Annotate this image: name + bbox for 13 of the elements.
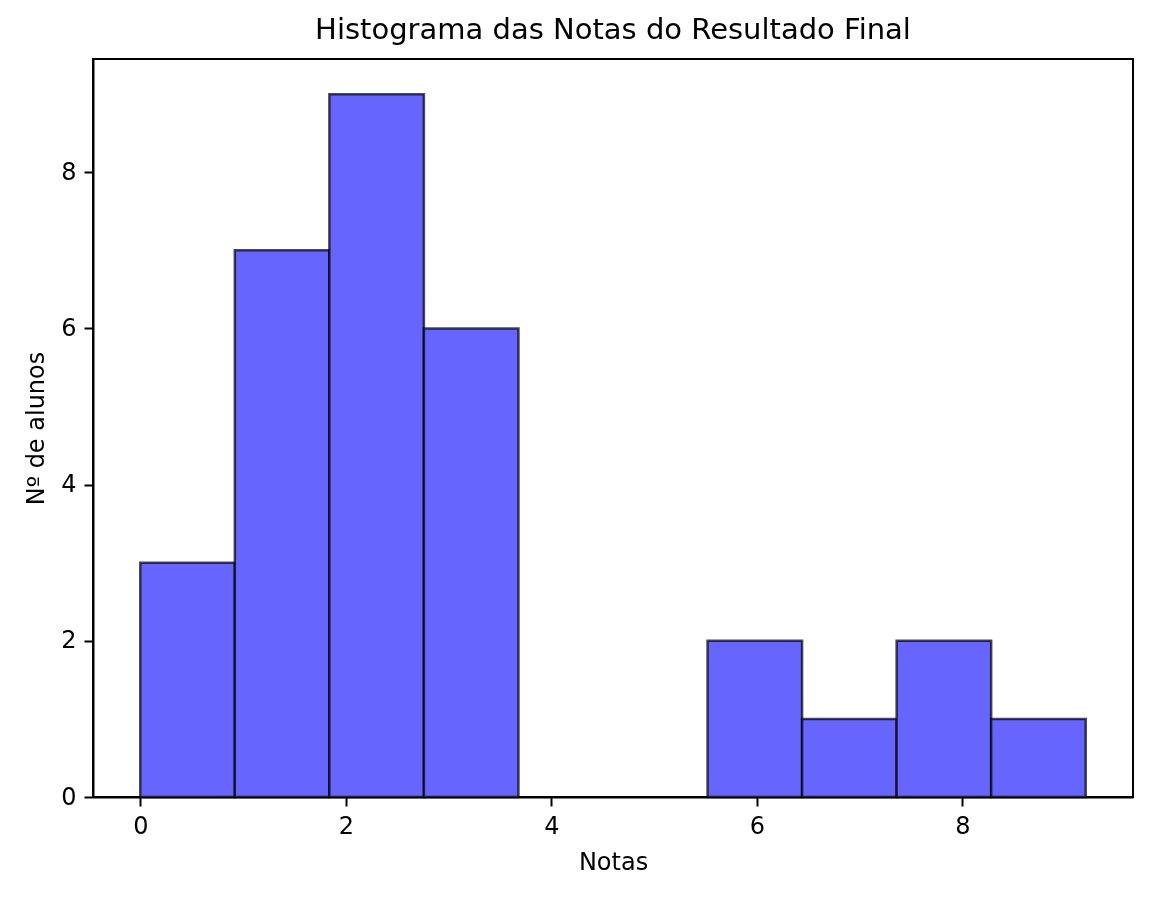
chart-title: Histograma das Notas do Resultado Final [315, 12, 911, 46]
x-tick-label: 2 [338, 811, 354, 840]
x-tick-label: 6 [749, 811, 766, 840]
y-tick-label: 6 [61, 313, 77, 342]
y-tick-label: 8 [61, 157, 77, 186]
x-tick-label: 8 [955, 811, 971, 840]
y-tick-label: 2 [61, 626, 77, 655]
x-tick-label: 4 [544, 811, 560, 840]
y-axis-title: Nº de alunos [22, 351, 51, 506]
y-tick-label: 4 [61, 470, 77, 499]
x-tick-label: 0 [133, 811, 149, 840]
x-axis-title: Notas [578, 847, 649, 876]
y-tick-label: 0 [61, 782, 77, 811]
